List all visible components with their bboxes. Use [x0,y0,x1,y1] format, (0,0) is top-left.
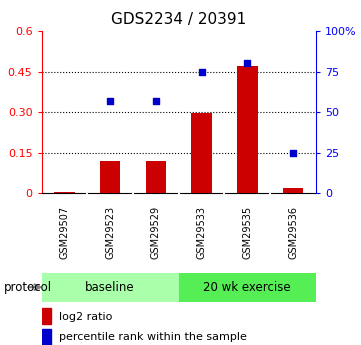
Text: baseline: baseline [85,281,135,294]
Text: GSM29529: GSM29529 [151,206,161,259]
Title: GDS2234 / 20391: GDS2234 / 20391 [111,12,246,27]
Point [199,69,204,74]
Bar [237,66,257,193]
Bar [100,161,120,193]
Text: GSM29535: GSM29535 [242,206,252,259]
Bar [179,273,316,302]
Bar [42,308,51,324]
Bar [42,329,51,345]
Point [107,98,113,104]
Text: percentile rank within the sample: percentile rank within the sample [59,332,247,342]
Point [153,98,159,104]
Text: protocol: protocol [4,281,52,294]
Bar [54,192,75,193]
Point [244,61,250,66]
Bar [283,188,303,193]
Bar [145,161,166,193]
Bar [42,273,179,302]
Text: GSM29536: GSM29536 [288,206,298,259]
Text: 20 wk exercise: 20 wk exercise [204,281,291,294]
Text: GSM29523: GSM29523 [105,206,115,259]
Text: GSM29507: GSM29507 [59,206,69,259]
Bar [191,114,212,193]
Text: GSM29533: GSM29533 [196,206,206,259]
Point [290,150,296,155]
Text: log2 ratio: log2 ratio [59,312,113,322]
